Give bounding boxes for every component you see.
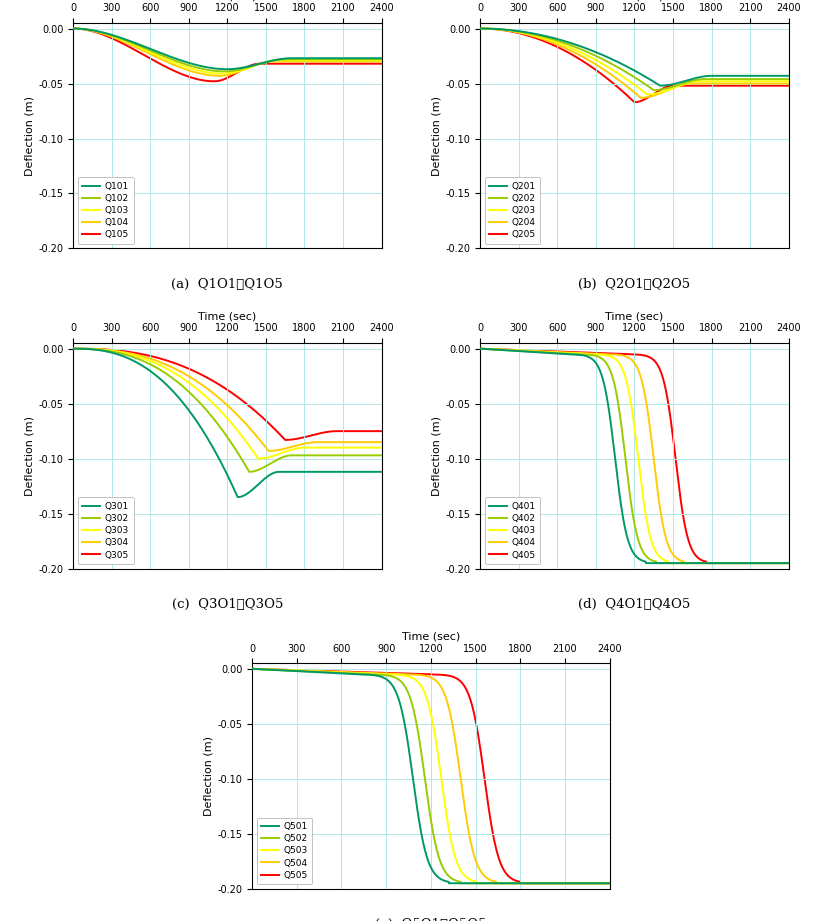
Text: (d)  Q4O1～Q4O5: (d) Q4O1～Q4O5 [578, 598, 690, 611]
X-axis label: Time (sec): Time (sec) [606, 311, 663, 321]
Y-axis label: Deflection (m): Deflection (m) [24, 416, 34, 495]
Legend: Q501, Q502, Q503, Q504, Q505: Q501, Q502, Q503, Q504, Q505 [257, 818, 312, 884]
Legend: Q301, Q302, Q303, Q304, Q305: Q301, Q302, Q303, Q304, Q305 [78, 497, 133, 564]
X-axis label: Time (sec): Time (sec) [198, 311, 256, 321]
Legend: Q401, Q402, Q403, Q404, Q405: Q401, Q402, Q403, Q404, Q405 [485, 497, 541, 564]
Legend: Q201, Q202, Q203, Q204, Q205: Q201, Q202, Q203, Q204, Q205 [485, 178, 541, 244]
Y-axis label: Deflection (m): Deflection (m) [24, 96, 34, 176]
X-axis label: Time (sec): Time (sec) [402, 632, 460, 641]
Text: (e)  Q5O1～Q5O5: (e) Q5O1～Q5O5 [375, 918, 487, 921]
Text: (c)  Q3O1～Q3O5: (c) Q3O1～Q3O5 [172, 598, 283, 611]
Y-axis label: Deflection (m): Deflection (m) [203, 736, 213, 816]
X-axis label: Time (sec): Time (sec) [198, 0, 256, 1]
Y-axis label: Deflection (m): Deflection (m) [432, 96, 441, 176]
Text: (a)  Q1O1～Q1O5: (a) Q1O1～Q1O5 [172, 278, 283, 291]
Y-axis label: Deflection (m): Deflection (m) [432, 416, 441, 495]
X-axis label: Time (sec): Time (sec) [606, 0, 663, 1]
Legend: Q101, Q102, Q103, Q104, Q105: Q101, Q102, Q103, Q104, Q105 [78, 178, 133, 244]
Text: (b)  Q2O1～Q2O5: (b) Q2O1～Q2O5 [578, 278, 690, 291]
